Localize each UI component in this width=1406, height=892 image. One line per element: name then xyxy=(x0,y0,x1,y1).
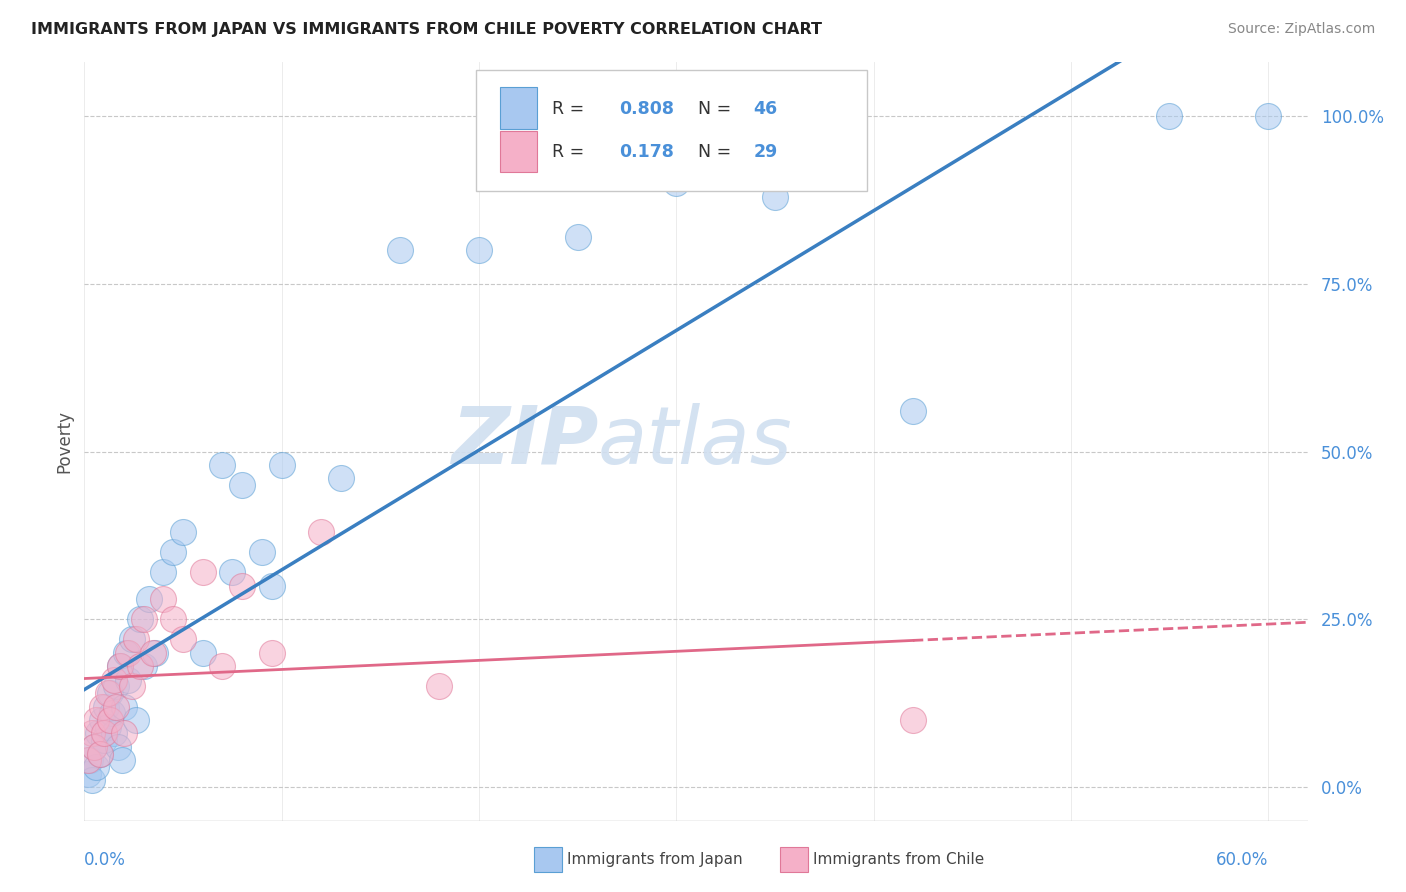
Point xyxy=(901,713,924,727)
FancyBboxPatch shape xyxy=(475,70,868,191)
Point xyxy=(231,478,253,492)
Point xyxy=(152,566,174,580)
Point xyxy=(108,659,131,673)
Point xyxy=(1159,109,1181,123)
Text: 0.808: 0.808 xyxy=(619,101,673,119)
Point xyxy=(94,699,117,714)
Point xyxy=(191,566,214,580)
Point xyxy=(87,726,110,740)
Point xyxy=(152,592,174,607)
Point xyxy=(121,680,143,694)
Text: N =: N = xyxy=(699,143,737,161)
Point xyxy=(567,230,589,244)
Point xyxy=(389,244,412,258)
Point xyxy=(162,545,184,559)
Point xyxy=(89,747,111,761)
Point xyxy=(309,525,332,540)
Point xyxy=(260,646,283,660)
Text: 60.0%: 60.0% xyxy=(1216,851,1268,869)
Point xyxy=(101,706,124,721)
Point xyxy=(103,726,125,740)
Text: Immigrants from Chile: Immigrants from Chile xyxy=(813,853,984,867)
Point xyxy=(172,525,194,540)
Point xyxy=(97,686,120,700)
Point xyxy=(91,699,114,714)
Bar xyxy=(501,87,537,129)
Text: Immigrants from Japan: Immigrants from Japan xyxy=(567,853,742,867)
Point xyxy=(98,686,121,700)
Point xyxy=(107,739,129,754)
Point xyxy=(121,632,143,647)
Bar xyxy=(501,130,537,172)
Point xyxy=(117,673,139,687)
Point xyxy=(665,176,688,190)
Point xyxy=(191,646,214,660)
Point xyxy=(132,659,155,673)
Point xyxy=(231,579,253,593)
Text: atlas: atlas xyxy=(598,402,793,481)
Point xyxy=(84,713,107,727)
Point xyxy=(93,733,115,747)
Point xyxy=(82,726,104,740)
Y-axis label: Poverty: Poverty xyxy=(55,410,73,473)
Point xyxy=(84,760,107,774)
Point xyxy=(329,471,352,485)
Point xyxy=(1257,109,1279,123)
Point xyxy=(112,726,135,740)
Text: ZIP: ZIP xyxy=(451,402,598,481)
Point xyxy=(901,404,924,418)
Point xyxy=(429,680,451,694)
Point xyxy=(117,646,139,660)
Point xyxy=(77,766,100,780)
Point xyxy=(91,713,114,727)
Point xyxy=(145,646,167,660)
Point xyxy=(97,720,120,734)
Point xyxy=(93,726,115,740)
Point xyxy=(112,699,135,714)
Point xyxy=(124,713,146,727)
Point xyxy=(142,646,165,660)
Point xyxy=(221,566,243,580)
Text: 46: 46 xyxy=(754,101,778,119)
Point xyxy=(124,632,146,647)
Point xyxy=(468,244,491,258)
Point xyxy=(211,458,233,472)
Point xyxy=(250,545,273,559)
Point xyxy=(128,659,150,673)
Point xyxy=(111,753,134,767)
Point xyxy=(103,673,125,687)
Point xyxy=(211,659,233,673)
Point xyxy=(77,753,100,767)
Point xyxy=(270,458,292,472)
Text: 0.178: 0.178 xyxy=(619,143,673,161)
Point xyxy=(108,659,131,673)
Text: N =: N = xyxy=(699,101,737,119)
Point xyxy=(83,739,105,754)
Point xyxy=(98,713,121,727)
Point xyxy=(114,646,136,660)
Point xyxy=(132,612,155,626)
Point xyxy=(104,680,127,694)
Point xyxy=(260,579,283,593)
Text: IMMIGRANTS FROM JAPAN VS IMMIGRANTS FROM CHILE POVERTY CORRELATION CHART: IMMIGRANTS FROM JAPAN VS IMMIGRANTS FROM… xyxy=(31,22,823,37)
Text: 29: 29 xyxy=(754,143,778,161)
Point xyxy=(128,612,150,626)
Text: R =: R = xyxy=(551,143,589,161)
Text: R =: R = xyxy=(551,101,589,119)
Point xyxy=(89,747,111,761)
Point xyxy=(82,773,104,788)
Text: Source: ZipAtlas.com: Source: ZipAtlas.com xyxy=(1227,22,1375,37)
Point xyxy=(172,632,194,647)
Point xyxy=(763,189,786,203)
Point xyxy=(79,753,101,767)
Point xyxy=(83,739,105,754)
Point xyxy=(138,592,160,607)
Point xyxy=(104,699,127,714)
Point xyxy=(162,612,184,626)
Text: 0.0%: 0.0% xyxy=(84,851,127,869)
